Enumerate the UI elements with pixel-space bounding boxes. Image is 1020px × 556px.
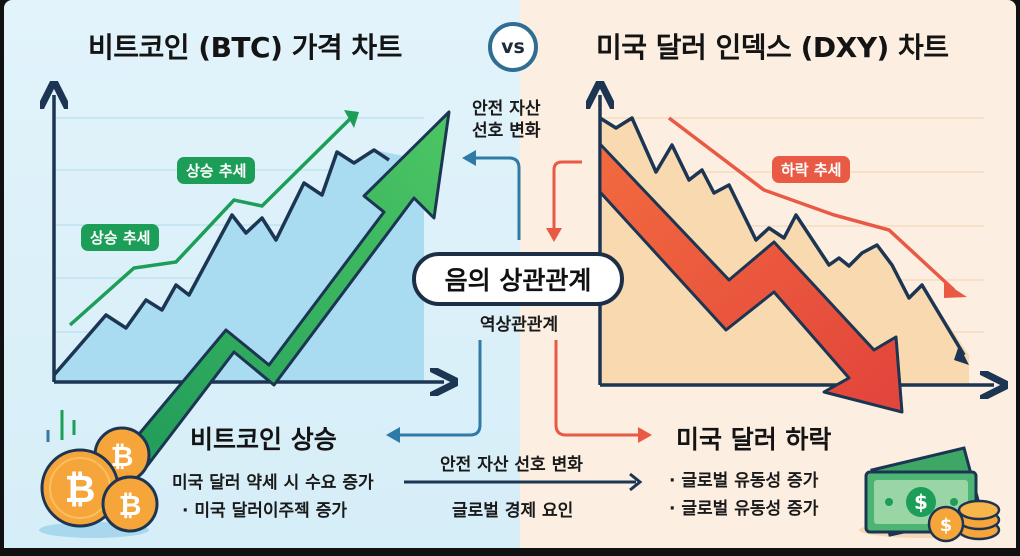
safe-asset-label: 안전 자산 선호 변화 <box>472 98 540 142</box>
bitcoin-rise-point-1: 미국 달러 약세 시 수요 증가 <box>172 473 374 493</box>
chart-artwork: ₿ ₿ ₿ $ $ <box>39 0 1016 543</box>
negative-correlation-badge: 음의 상관관계 <box>412 252 624 306</box>
btc-chart <box>54 95 449 472</box>
svg-text:$: $ <box>940 515 953 536</box>
bitcoin-rise-title: 비트코인 상승 <box>190 425 337 454</box>
dollar-fall-point-1: · 글로벌 유동성 증가 <box>669 471 819 491</box>
vs-badge: vs <box>488 22 538 72</box>
connector-arrows <box>386 150 652 492</box>
uptrend-tag-lower: 상승 추세 <box>81 224 160 251</box>
dxy-chart <box>600 95 994 414</box>
btc-chart-title: 비트코인 (BTC) 가격 차트 <box>88 31 402 64</box>
dollar-money-icon: $ $ <box>859 446 1001 543</box>
svg-text:₿: ₿ <box>65 467 96 511</box>
safe-asset-change-label: 안전 자산 선호 변화 <box>440 455 583 475</box>
dollar-fall-point-2: · 글로벌 유동성 증가 <box>669 499 819 519</box>
uptrend-tag-upper: 상승 추세 <box>177 157 256 184</box>
svg-text:₿: ₿ <box>111 440 134 473</box>
safe-asset-label-line2: 선호 변화 <box>472 121 541 141</box>
dollar-fall-title: 미국 달러 하락 <box>676 425 832 454</box>
svg-text:₿: ₿ <box>119 489 142 522</box>
bitcoin-rise-point-2: · 미국 달러이주젝 증가 <box>182 501 347 521</box>
downtrend-tag: 하락 추세 <box>772 156 851 183</box>
infographic: ₿ ₿ ₿ $ $ 비트코인 (BTC) 가격 차트 vs 미국 달러 인덱스 … <box>4 0 1016 548</box>
global-economy-label: 글로벌 경제 요인 <box>452 501 574 521</box>
bitcoin-coins-icon: ₿ ₿ ₿ <box>39 410 159 538</box>
dxy-chart-title: 미국 달러 인덱스 (DXY) 차트 <box>596 31 949 64</box>
svg-text:$: $ <box>914 490 928 514</box>
inverse-correlation-label: 역상관관계 <box>479 315 559 335</box>
safe-asset-label-line1: 안전 자산 <box>472 99 541 119</box>
